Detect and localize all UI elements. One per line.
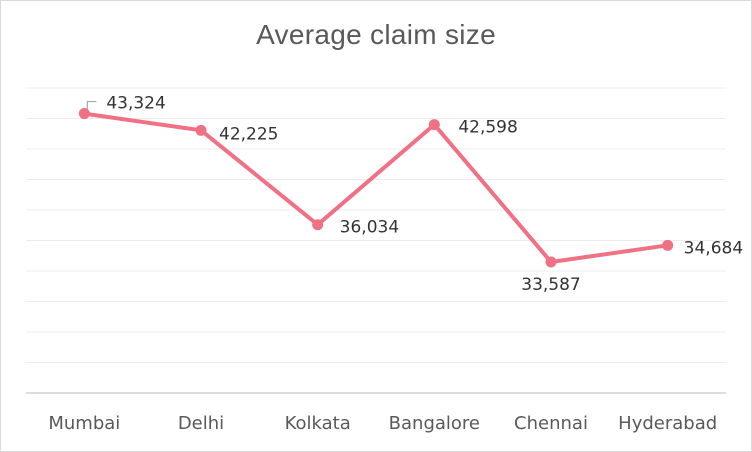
x-axis-tick-labels: Mumbai Delhi Kolkata Bangalore Chennai Hydera… (48, 413, 717, 434)
x-tick-label: Chennai (514, 413, 588, 434)
data-point (428, 119, 440, 131)
data-label: 33,587 (521, 275, 580, 295)
data-point (312, 219, 324, 231)
chart-title: Average claim size (256, 19, 496, 50)
data-label-leader-line (86, 100, 97, 110)
series-line (82, 111, 670, 264)
x-tick-label: Mumbai (48, 413, 120, 434)
gridlines (26, 87, 726, 363)
x-tick-label: Kolkata (285, 413, 351, 434)
x-tick-label: Delhi (178, 413, 224, 434)
x-tick-label: Bangalore (389, 413, 480, 434)
data-point (78, 108, 90, 120)
data-point (662, 239, 674, 251)
data-points (78, 108, 674, 268)
data-label: 36,034 (340, 218, 399, 238)
data-point (545, 256, 557, 268)
data-point (195, 124, 207, 136)
data-label: 42,598 (458, 118, 517, 138)
data-label: 34,684 (684, 238, 743, 258)
data-labels: 43,324 42,225 36,034 42,598 33,587 34,684 (86, 94, 743, 295)
data-label: 42,225 (219, 124, 278, 144)
x-tick-label: Hyderabad (618, 413, 717, 434)
data-label: 43,324 (106, 94, 165, 114)
